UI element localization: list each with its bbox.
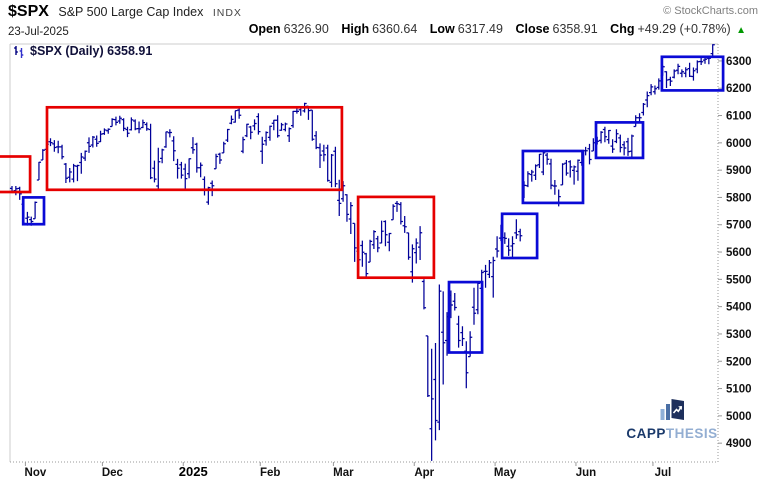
- x-axis-month-label: 2025: [179, 464, 208, 479]
- x-axis-month-label: May: [494, 467, 517, 479]
- y-axis-tick-label: 6100: [726, 111, 752, 123]
- y-axis-tick-label: 5200: [726, 356, 752, 368]
- y-axis-tick-label: 5100: [726, 384, 752, 396]
- y-axis-tick-label: 5300: [726, 329, 752, 341]
- brand-thesis: THESIS: [665, 426, 718, 441]
- plot-title-text: $SPX (Daily) 6358.91: [30, 44, 153, 58]
- quote-row: 23-Jul-2025 Open 6326.90 High 6360.64 Low 6…: [8, 22, 756, 38]
- cappthesis-watermark: CAPPTHESIS: [624, 396, 720, 443]
- low-value: 6317.49: [457, 22, 503, 36]
- y-axis-tick-label: 6000: [726, 138, 752, 150]
- cappthesis-wordmark: CAPPTHESIS: [626, 426, 717, 441]
- close-label: Close: [515, 22, 550, 36]
- y-axis-tick-label: 4900: [726, 438, 752, 450]
- y-axis-tick-label: 5400: [726, 302, 752, 314]
- x-axis-month-label: Jul: [655, 467, 672, 479]
- y-axis-tick-label: 5600: [726, 247, 752, 259]
- chart-header: $SPX S&P 500 Large Cap Index INDX: [8, 3, 760, 21]
- y-axis-tick-label: 5700: [726, 220, 752, 232]
- y-axis-tick-label: 5000: [726, 411, 752, 423]
- x-axis-month-label: Apr: [414, 467, 434, 479]
- symbol: $SPX: [8, 3, 49, 20]
- y-axis-tick-label: 5800: [726, 192, 752, 204]
- plot-title: $SPX (Daily) 6358.91: [13, 44, 152, 60]
- low-label: Low: [429, 22, 455, 36]
- blue-annotation-box: [447, 280, 484, 354]
- x-axis-month-label: Feb: [260, 467, 280, 479]
- open-label: Open: [248, 22, 281, 36]
- symbol-name: S&P 500 Large Cap Index: [58, 5, 204, 19]
- y-axis-tick-label: 6300: [726, 56, 752, 68]
- high-value: 6360.64: [372, 22, 418, 36]
- red-annotation-box: [0, 155, 32, 194]
- x-axis-month-label: Mar: [333, 467, 354, 479]
- y-axis-tick-label: 5500: [726, 274, 752, 286]
- y-axis-tick-label: 6200: [726, 83, 752, 95]
- y-axis-tick-label: 5900: [726, 165, 752, 177]
- symbol-exchange: INDX: [212, 7, 242, 19]
- red-annotation-box: [356, 195, 436, 280]
- sharpchart-icon: [14, 46, 24, 58]
- blue-annotation-box: [21, 196, 46, 226]
- blue-annotation-box: [500, 212, 539, 260]
- x-axis-month-label: Dec: [102, 467, 124, 479]
- chg-label: Chg: [610, 22, 635, 36]
- brand-capp: CAPP: [626, 426, 666, 441]
- x-axis-month-label: Jun: [576, 467, 596, 479]
- x-axis-month-label: Nov: [25, 467, 47, 479]
- chg-value: +49.29 (+0.78%): [637, 22, 731, 36]
- blue-annotation-box: [594, 121, 645, 160]
- chart-date: 23-Jul-2025: [8, 26, 69, 38]
- high-label: High: [341, 22, 370, 36]
- stockcharts-copyright: © StockCharts.com: [663, 5, 758, 17]
- blue-annotation-box: [660, 55, 725, 92]
- ohlc-quote: Open 6326.90 High 6360.64 Low 6317.49 Close…: [249, 22, 746, 36]
- up-triangle-icon: ▲: [736, 25, 746, 36]
- close-value: 6358.91: [552, 22, 598, 36]
- open-value: 6326.90: [283, 22, 329, 36]
- blue-annotation-box: [521, 149, 585, 205]
- red-annotation-box: [45, 105, 344, 192]
- cappthesis-logo-icon: [660, 399, 684, 420]
